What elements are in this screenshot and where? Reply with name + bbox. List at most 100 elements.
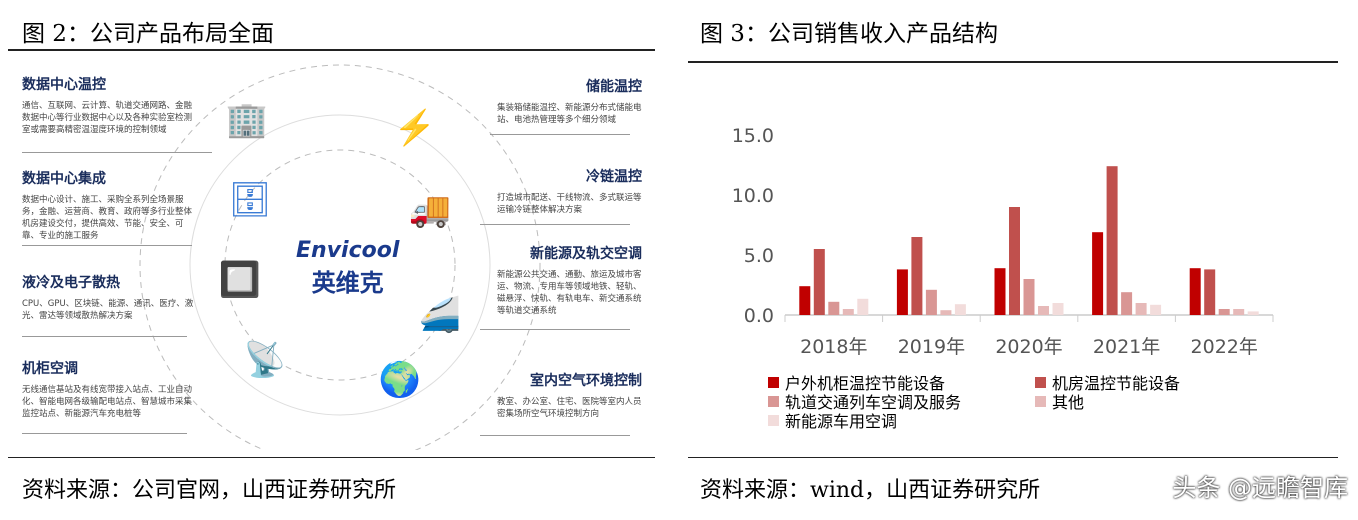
connector xyxy=(22,433,187,434)
truck-icon: 🚚 xyxy=(408,190,452,230)
legend-label: 机房温控节能设备 xyxy=(1052,374,1181,393)
bar-series-4 xyxy=(940,310,952,315)
connector xyxy=(22,336,187,337)
divider xyxy=(688,61,1338,63)
envicool-logo: Envicool 英维克 xyxy=(296,238,399,298)
bar-series-3 xyxy=(828,301,840,315)
bar-series-2 xyxy=(813,249,825,315)
legend-label: 户外机柜温控节能设备 xyxy=(785,374,946,393)
block-title: 机柜空调 xyxy=(22,361,78,377)
block-title: 数据中心集成 xyxy=(22,171,106,187)
block-title: 冷链温控 xyxy=(586,169,642,185)
legend-swatch xyxy=(768,395,779,407)
block-title: 储能温控 xyxy=(586,79,642,95)
y-tick-label: 0.0 xyxy=(744,305,774,327)
wind-turbine-icon: ⚡ xyxy=(393,108,437,148)
bar-series-4 xyxy=(1038,306,1049,315)
building-icon: 🏢 xyxy=(225,100,269,140)
bar-series-3 xyxy=(1218,309,1230,315)
y-tick-label: 15.0 xyxy=(732,125,774,147)
figure-3-title: 图 3：公司销售收入产品结构 xyxy=(700,21,998,47)
connector xyxy=(22,245,192,246)
block-datacenter-temp: 数据中心温控通信、互联网、云计算、轨道交通网路、金融数据中心等行业数据中心以及各… xyxy=(22,74,197,136)
block-text: 新能源公共交通、通勤、旅运及城市客运、物流、专用车等领域地铁、轻轨、磁悬浮、快轨… xyxy=(497,270,642,316)
middle-ring xyxy=(189,114,491,416)
diagram-circles xyxy=(139,64,541,450)
block-liquid-cooling: 液冷及电子散热 CPU、GPU、区块链、能源、通讯、医疗、激光、雷达等领域散热解决… xyxy=(22,272,197,322)
bar-series-3 xyxy=(1023,279,1035,315)
block-text: 无线通信基站及有线宽带接入站点、工业自动化、智能电网各级输配电站点、智慧城市采集… xyxy=(22,385,193,419)
bar-chart: 0.0 5.0 10.0 15.0 2018年 2019年 2020年 2021年 2022年 xyxy=(732,125,1274,358)
legend-swatch xyxy=(1035,376,1046,388)
block-text: 打造城市配送、干线物流、多式联运等运输冷链整体解决方案 xyxy=(497,193,642,215)
figure-2-title: 图 2：公司产品布局全面 xyxy=(22,21,274,47)
x-tick-label: 2019年 xyxy=(898,336,965,358)
block-text: 集装箱储能温控、新能源分布式储能电站、电池热管理等多个细分领域 xyxy=(497,103,642,125)
outer-ring xyxy=(139,64,541,450)
bar-series-4 xyxy=(842,309,854,315)
x-tick-label: 2020年 xyxy=(995,336,1062,358)
y-tick-label: 10.0 xyxy=(732,185,774,207)
watermark: 头条 @远瞻智库 xyxy=(1172,474,1348,502)
train-icon: 🚄 xyxy=(418,295,462,335)
bar-series-5 xyxy=(1052,303,1064,315)
divider xyxy=(8,457,655,458)
earth-icon: 🌍 xyxy=(378,360,422,400)
block-cold-chain: 冷链温控打造城市配送、干线物流、多式联运等运输冷链整体解决方案 xyxy=(497,166,642,216)
chip-cooling-icon: 🔲 xyxy=(218,260,262,300)
x-tick-label: 2021年 xyxy=(1093,336,1160,358)
x-tick-label: 2018年 xyxy=(800,336,867,358)
bar-series-3 xyxy=(1121,292,1133,315)
legend-swatch xyxy=(768,376,779,388)
bar-series-5 xyxy=(954,304,966,315)
bar-series-4 xyxy=(1233,309,1245,315)
bar-series-2 xyxy=(1106,166,1118,315)
left-source: 资料来源：公司官网，山西证券研究所 xyxy=(22,478,397,503)
bar-series-5 xyxy=(1247,311,1259,315)
y-tick-label: 5.0 xyxy=(744,245,774,267)
legend-swatch xyxy=(768,414,779,426)
block-text: 通信、互联网、云计算、轨道交通网路、金融数据中心等行业数据中心以及各种实验室检测… xyxy=(22,101,193,135)
logo-en: Envicool xyxy=(296,238,400,263)
block-indoor-air: 室内空气环境控制教室、办公室、住宅、医院等室内人员密集场所空气环境控制方向 xyxy=(497,370,642,420)
bar-series-4 xyxy=(1135,303,1147,315)
bar-series-1 xyxy=(1189,268,1201,315)
bar-series-1 xyxy=(994,268,1006,315)
divider xyxy=(688,457,1338,458)
block-title: 液冷及电子散热 xyxy=(22,275,120,291)
block-title: 数据中心温控 xyxy=(22,77,106,93)
block-title: 新能源及轨交空调 xyxy=(530,246,642,262)
connector xyxy=(480,224,630,225)
connector xyxy=(490,134,630,135)
legend-label: 其他 xyxy=(1052,393,1085,412)
bar-series-3 xyxy=(925,289,937,315)
bar-series-1 xyxy=(799,286,811,315)
legend-item: 户外机柜温控节能设备 xyxy=(768,370,945,394)
legend-label: 新能源车用空调 xyxy=(785,412,898,431)
block-text: CPU、GPU、区块链、能源、通讯、医疗、激光、雷达等领域散热解决方案 xyxy=(22,299,194,321)
right-source: 资料来源：wind，山西证券研究所 xyxy=(700,478,1041,503)
bar-series-5 xyxy=(857,298,869,315)
legend-item: 机房温控节能设备 xyxy=(1035,370,1180,394)
legend-label: 轨道交通列车空调及服务 xyxy=(785,393,962,412)
bar-series-1 xyxy=(896,269,908,315)
connector xyxy=(22,152,212,153)
bar-series-5 xyxy=(1150,304,1162,315)
connector xyxy=(480,329,630,330)
block-title: 室内空气环境控制 xyxy=(530,373,642,389)
signal-tower-icon: 📡 xyxy=(243,340,287,380)
inner-ring xyxy=(224,149,456,381)
block-text: 教室、办公室、住宅、医院等室内人员密集场所空气环境控制方向 xyxy=(497,397,642,419)
legend-item: 轨道交通列车空调及服务 xyxy=(768,389,961,413)
x-tick-label: 2022年 xyxy=(1191,336,1258,358)
bar-series-1 xyxy=(1092,232,1104,315)
divider xyxy=(8,49,655,51)
legend-item: 新能源车用空调 xyxy=(768,408,897,432)
block-datacenter-integration: 数据中心集成 数据中心设计、施工、采购全系列全场景服务，金融、运营商、教育、政府等… xyxy=(22,168,197,242)
block-rail-ac: 新能源及轨交空调新能源公共交通、通勤、旅运及城市客运、物流、专用车等领域地铁、轻… xyxy=(497,243,642,317)
block-cabinet-ac: 机柜空调无线通信基站及有线宽带接入站点、工业自动化、智能电网各级输配电站点、智慧… xyxy=(22,358,197,420)
bar-series-2 xyxy=(911,237,923,315)
block-energy-storage: 储能温控集装箱储能温控、新能源分布式储能电站、电池热管理等多个细分领域 xyxy=(497,76,642,126)
connector xyxy=(480,435,630,436)
logo-cn: 英维克 xyxy=(311,269,384,297)
